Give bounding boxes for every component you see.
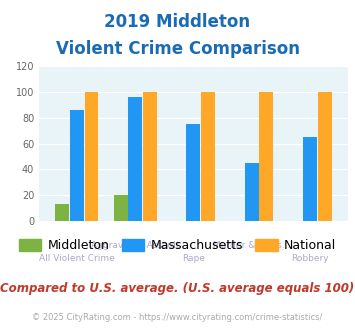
Bar — [259, 92, 273, 221]
Bar — [186, 124, 201, 221]
Text: All Violent Crime: All Violent Crime — [39, 254, 115, 263]
Bar — [303, 137, 317, 221]
Text: Murder & Mans...: Murder & Mans... — [213, 241, 290, 249]
Text: Aggravated Assault: Aggravated Assault — [91, 241, 179, 249]
Bar — [318, 92, 332, 221]
Bar — [84, 92, 98, 221]
Text: 2019 Middleton: 2019 Middleton — [104, 13, 251, 31]
Bar — [201, 92, 215, 221]
Text: Compared to U.S. average. (U.S. average equals 100): Compared to U.S. average. (U.S. average … — [0, 282, 355, 295]
Bar — [114, 195, 128, 221]
Text: Robbery: Robbery — [291, 254, 329, 263]
Legend: Middleton, Massachusetts, National: Middleton, Massachusetts, National — [13, 234, 342, 257]
Bar — [245, 163, 259, 221]
Text: Rape: Rape — [182, 254, 205, 263]
Text: © 2025 CityRating.com - https://www.cityrating.com/crime-statistics/: © 2025 CityRating.com - https://www.city… — [32, 313, 323, 322]
Text: Violent Crime Comparison: Violent Crime Comparison — [55, 40, 300, 58]
Bar — [55, 204, 69, 221]
Bar — [128, 97, 142, 221]
Bar — [70, 110, 84, 221]
Bar — [143, 92, 157, 221]
